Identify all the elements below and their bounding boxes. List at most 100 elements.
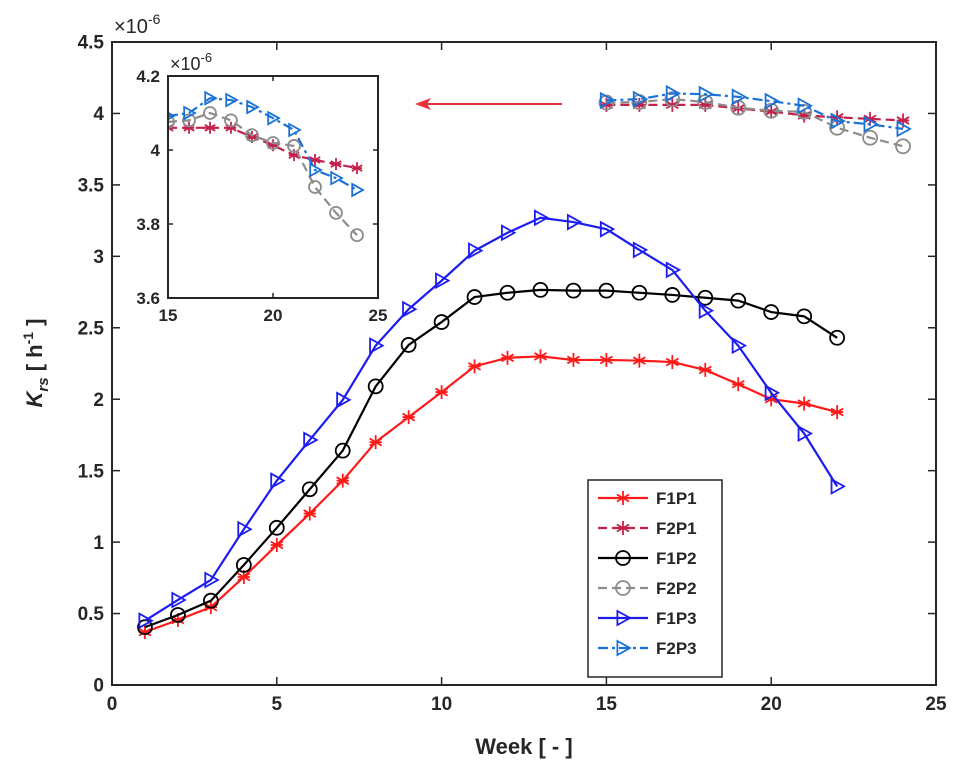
y-tick-label: 3.5 <box>78 176 105 197</box>
marker <box>468 359 482 374</box>
y-exponent: ×10-6 <box>114 11 161 38</box>
marker <box>182 113 196 128</box>
marker <box>267 139 279 152</box>
marker <box>303 431 319 449</box>
y-label-subscript: rs <box>35 377 52 391</box>
marker <box>204 90 218 106</box>
exponent-base: ×10 <box>114 16 148 38</box>
marker <box>565 282 582 299</box>
marker <box>435 272 451 290</box>
marker <box>183 121 195 134</box>
exponent-base: ×10 <box>170 54 201 74</box>
exponent-power: -6 <box>201 50 213 65</box>
marker <box>309 162 323 178</box>
marker <box>665 97 679 112</box>
legend-label: F1P1 <box>656 489 697 508</box>
marker <box>731 88 748 106</box>
marker <box>245 128 259 143</box>
marker <box>763 102 780 119</box>
marker <box>183 105 197 121</box>
marker <box>664 287 681 303</box>
marker <box>138 625 152 640</box>
legend-box <box>587 479 723 678</box>
marker <box>225 92 239 108</box>
marker <box>829 329 846 346</box>
axes-box <box>167 75 379 299</box>
marker <box>896 113 910 128</box>
marker <box>731 337 748 355</box>
series-line <box>144 216 839 622</box>
y-tick-label: 3.8 <box>136 215 160 234</box>
marker <box>400 337 417 353</box>
marker <box>665 84 682 102</box>
marker <box>301 481 318 498</box>
marker <box>566 352 580 367</box>
legend: F1P1 F2P1 F1P2 F2P2 F1P3 F2P3 <box>587 479 723 678</box>
marker <box>862 129 878 146</box>
marker <box>665 261 682 279</box>
marker <box>764 92 781 110</box>
marker <box>797 396 811 411</box>
marker <box>533 209 550 227</box>
marker <box>615 550 631 566</box>
x-tick-label: 20 <box>761 694 782 715</box>
marker <box>698 302 715 320</box>
series-line <box>606 92 904 130</box>
marker <box>797 97 814 115</box>
marker <box>266 136 280 150</box>
marker <box>138 612 154 630</box>
marker <box>730 292 747 309</box>
marker <box>336 391 352 409</box>
x-tick-label: 0 <box>107 694 118 715</box>
marker <box>204 121 216 134</box>
legend-label: F1P3 <box>656 609 697 628</box>
series-line <box>606 98 904 148</box>
marker <box>268 519 285 536</box>
marker <box>369 435 383 450</box>
marker <box>288 122 302 138</box>
marker <box>202 592 219 609</box>
marker <box>433 314 450 330</box>
marker <box>830 112 846 130</box>
marker <box>664 91 681 108</box>
marker <box>665 355 679 370</box>
y-tick-label: 4 <box>151 141 161 160</box>
y-label-symbol: K <box>22 389 47 407</box>
y-label-unit-end: ] <box>22 319 47 332</box>
series-line <box>168 126 358 170</box>
y-label-unit-power: -1 <box>20 332 36 345</box>
y-tick-label: 4 <box>93 104 104 125</box>
marker <box>246 131 258 144</box>
marker <box>237 569 251 584</box>
marker <box>532 282 549 298</box>
marker <box>330 170 344 186</box>
marker <box>698 97 712 112</box>
y-tick-label: 2 <box>93 390 104 411</box>
legend-label: F2P3 <box>656 639 697 658</box>
marker <box>895 138 911 155</box>
legend-label: F2P2 <box>656 579 697 598</box>
y-tick-label: 3 <box>93 247 104 268</box>
marker <box>288 149 300 162</box>
marker <box>599 352 613 367</box>
marker <box>830 405 844 420</box>
y-tick-label: 1 <box>93 533 104 554</box>
marker <box>350 228 364 243</box>
marker <box>632 241 649 259</box>
marker <box>171 591 187 609</box>
marker <box>402 410 416 425</box>
x-tick-label: 15 <box>159 306 178 325</box>
marker <box>367 378 384 395</box>
legend-label: F2P1 <box>656 519 697 538</box>
marker <box>764 104 778 119</box>
marker <box>204 571 220 589</box>
marker <box>616 491 630 505</box>
marker <box>225 121 237 134</box>
y-tick-label: 1.5 <box>78 461 105 482</box>
marker <box>631 284 648 301</box>
marker <box>270 472 286 490</box>
marker <box>599 91 616 109</box>
marker <box>237 520 253 538</box>
marker <box>764 392 778 407</box>
